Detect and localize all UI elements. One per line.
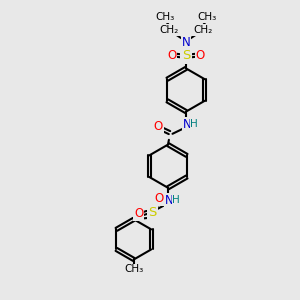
Text: N: N — [183, 118, 192, 131]
Text: H: H — [190, 119, 198, 129]
Text: N: N — [182, 36, 190, 49]
Text: CH₂: CH₂ — [160, 25, 179, 35]
Text: O: O — [154, 192, 164, 206]
Text: O: O — [134, 207, 143, 220]
Text: O: O — [154, 120, 163, 133]
Text: O: O — [167, 49, 176, 62]
Text: CH₃: CH₃ — [155, 12, 175, 22]
Text: S: S — [148, 206, 157, 219]
Text: CH₃: CH₃ — [197, 12, 217, 22]
Text: H: H — [172, 195, 180, 206]
Text: CH₃: CH₃ — [124, 264, 143, 274]
Text: N: N — [165, 194, 174, 207]
Text: O: O — [196, 49, 205, 62]
Text: S: S — [182, 49, 190, 62]
Text: CH₂: CH₂ — [193, 25, 212, 35]
